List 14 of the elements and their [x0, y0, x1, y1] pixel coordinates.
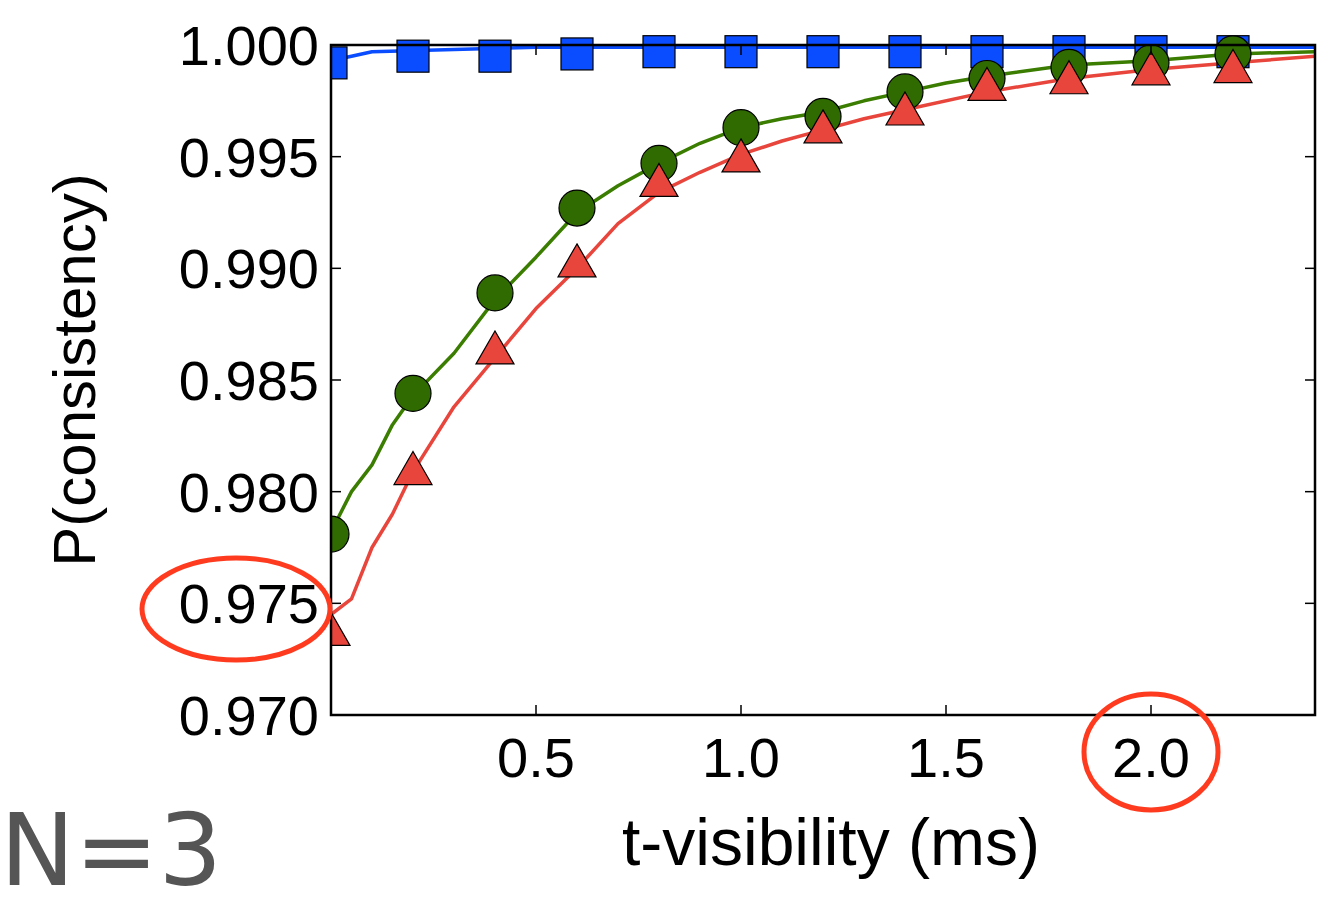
y-axis-title: P(consistency) [41, 173, 108, 567]
y-tick-label: 0.975 [178, 572, 319, 636]
y-tick-label: 0.970 [178, 684, 319, 748]
x-tick-label: 2.0 [1112, 726, 1190, 789]
text: N=3 [0, 792, 223, 901]
x-tick-label: 0.5 [497, 726, 575, 789]
x-axis-title: t-visibility (ms) [622, 805, 1040, 879]
y-tick-label: 0.990 [178, 237, 319, 301]
x-tick-label: 1.0 [702, 726, 780, 789]
y-tick-label: 1.000 [178, 14, 319, 78]
y-tick-label: 0.985 [178, 349, 319, 413]
y-tick-label: 0.980 [178, 460, 319, 524]
y-tick-label: 0.995 [178, 125, 319, 189]
x-tick-label: 1.5 [907, 726, 985, 789]
